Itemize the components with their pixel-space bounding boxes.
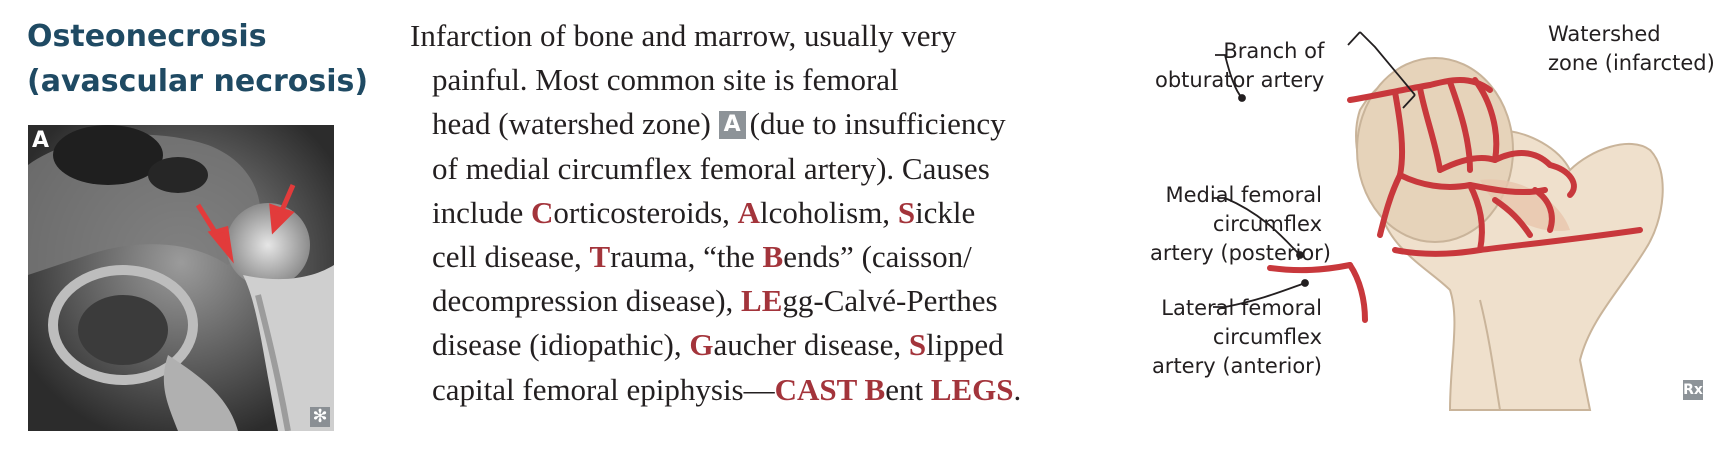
label-obturator-artery: Branch of obturator artery: [1155, 37, 1324, 95]
text-segment: include: [432, 194, 531, 230]
title-line-2: (avascular necrosis): [27, 64, 369, 99]
label-watershed-zone: Watershed zone (infarcted): [1548, 20, 1715, 78]
text-line: head (watershed zone) A (due to insuffici…: [410, 102, 1021, 146]
label-line: circumflex: [1212, 212, 1322, 236]
text-segment: ent: [885, 371, 931, 407]
mnemonic-letter: CAST B: [774, 371, 886, 407]
label-line: obturator artery: [1155, 68, 1325, 92]
text-segment: ends” (caisson/: [783, 239, 972, 275]
mnemonic-letter: C: [531, 194, 554, 230]
xray-image: A ✻: [28, 125, 334, 431]
title-line-1: Osteonecrosis: [27, 19, 267, 54]
text-line: decompression disease), LEgg-Calvé-Perth…: [410, 279, 1021, 323]
text-line: Infarction of bone and marrow, usually v…: [410, 18, 957, 53]
label-line: artery (posterior): [1150, 241, 1332, 265]
text-line: of medial circumflex femoral artery). Ca…: [432, 150, 990, 186]
mnemonic-letter: S: [908, 327, 927, 363]
rx-icon: Rx: [1683, 380, 1703, 400]
text-segment: cell disease,: [432, 239, 590, 275]
image-credit-icon: ✻: [310, 407, 330, 427]
label-line: zone (infarcted): [1548, 51, 1715, 75]
mnemonic-letter: G: [689, 327, 714, 363]
text-line: disease (idiopathic), Gaucher disease, S…: [410, 323, 1021, 367]
mnemonic-letter: LE: [741, 283, 783, 319]
femoral-head-diagram: [1150, 0, 1736, 454]
text-segment: head (watershed zone): [432, 106, 711, 142]
mnemonic-letter: B: [762, 239, 784, 275]
text-line: painful. Most common site is femoral: [432, 62, 899, 98]
label-medial-femoral-circumflex: Medial femoral circumflex artery (poster…: [1150, 181, 1332, 268]
figure-reference-a: A: [718, 111, 746, 140]
figure-label-a: A: [32, 128, 50, 153]
mnemonic-letter: A: [737, 194, 761, 230]
text-segment: (due to insufficiency: [749, 106, 1006, 142]
text-segment: rauma, “the: [610, 239, 763, 275]
label-line: circumflex: [1212, 325, 1322, 349]
text-segment: aucher disease,: [713, 327, 909, 363]
label-line: Lateral femoral: [1161, 296, 1322, 320]
text-segment: ickle: [915, 194, 976, 230]
text-segment: gg-Calvé-Perthes: [782, 283, 998, 319]
label-line: Watershed: [1548, 22, 1661, 46]
label-line: Branch of: [1223, 39, 1325, 63]
mnemonic-letter: LEGS: [930, 371, 1014, 407]
artery-network: [1267, 77, 1643, 323]
text-segment: decompression disease),: [432, 283, 742, 319]
text-line: capital femoral epiphysis—CAST Bent LEGS…: [410, 368, 1021, 412]
section-title: Osteonecrosis (avascular necrosis): [27, 14, 368, 104]
text-segment: lcoholism,: [760, 194, 898, 230]
text-line: include Corticosteroids, Alcoholism, Sic…: [410, 191, 1021, 235]
text-segment: .: [1013, 371, 1022, 407]
mnemonic-letter: S: [897, 194, 916, 230]
text-segment: disease (idiopathic),: [432, 327, 690, 363]
text-segment: lipped: [926, 327, 1004, 363]
text-segment: orticosteroids,: [553, 194, 738, 230]
text-line: cell disease, Trauma, “the Bends” (caiss…: [410, 235, 1021, 279]
label-line: Medial femoral: [1165, 183, 1322, 207]
mnemonic-letter: T: [589, 239, 611, 275]
label-line: artery (anterior): [1151, 354, 1322, 378]
description-text: Infarction of bone and marrow, usually v…: [410, 14, 1021, 412]
text-segment: capital femoral epiphysis—: [432, 371, 775, 407]
label-lateral-femoral-circumflex: Lateral femoral circumflex artery (anter…: [1150, 294, 1322, 381]
